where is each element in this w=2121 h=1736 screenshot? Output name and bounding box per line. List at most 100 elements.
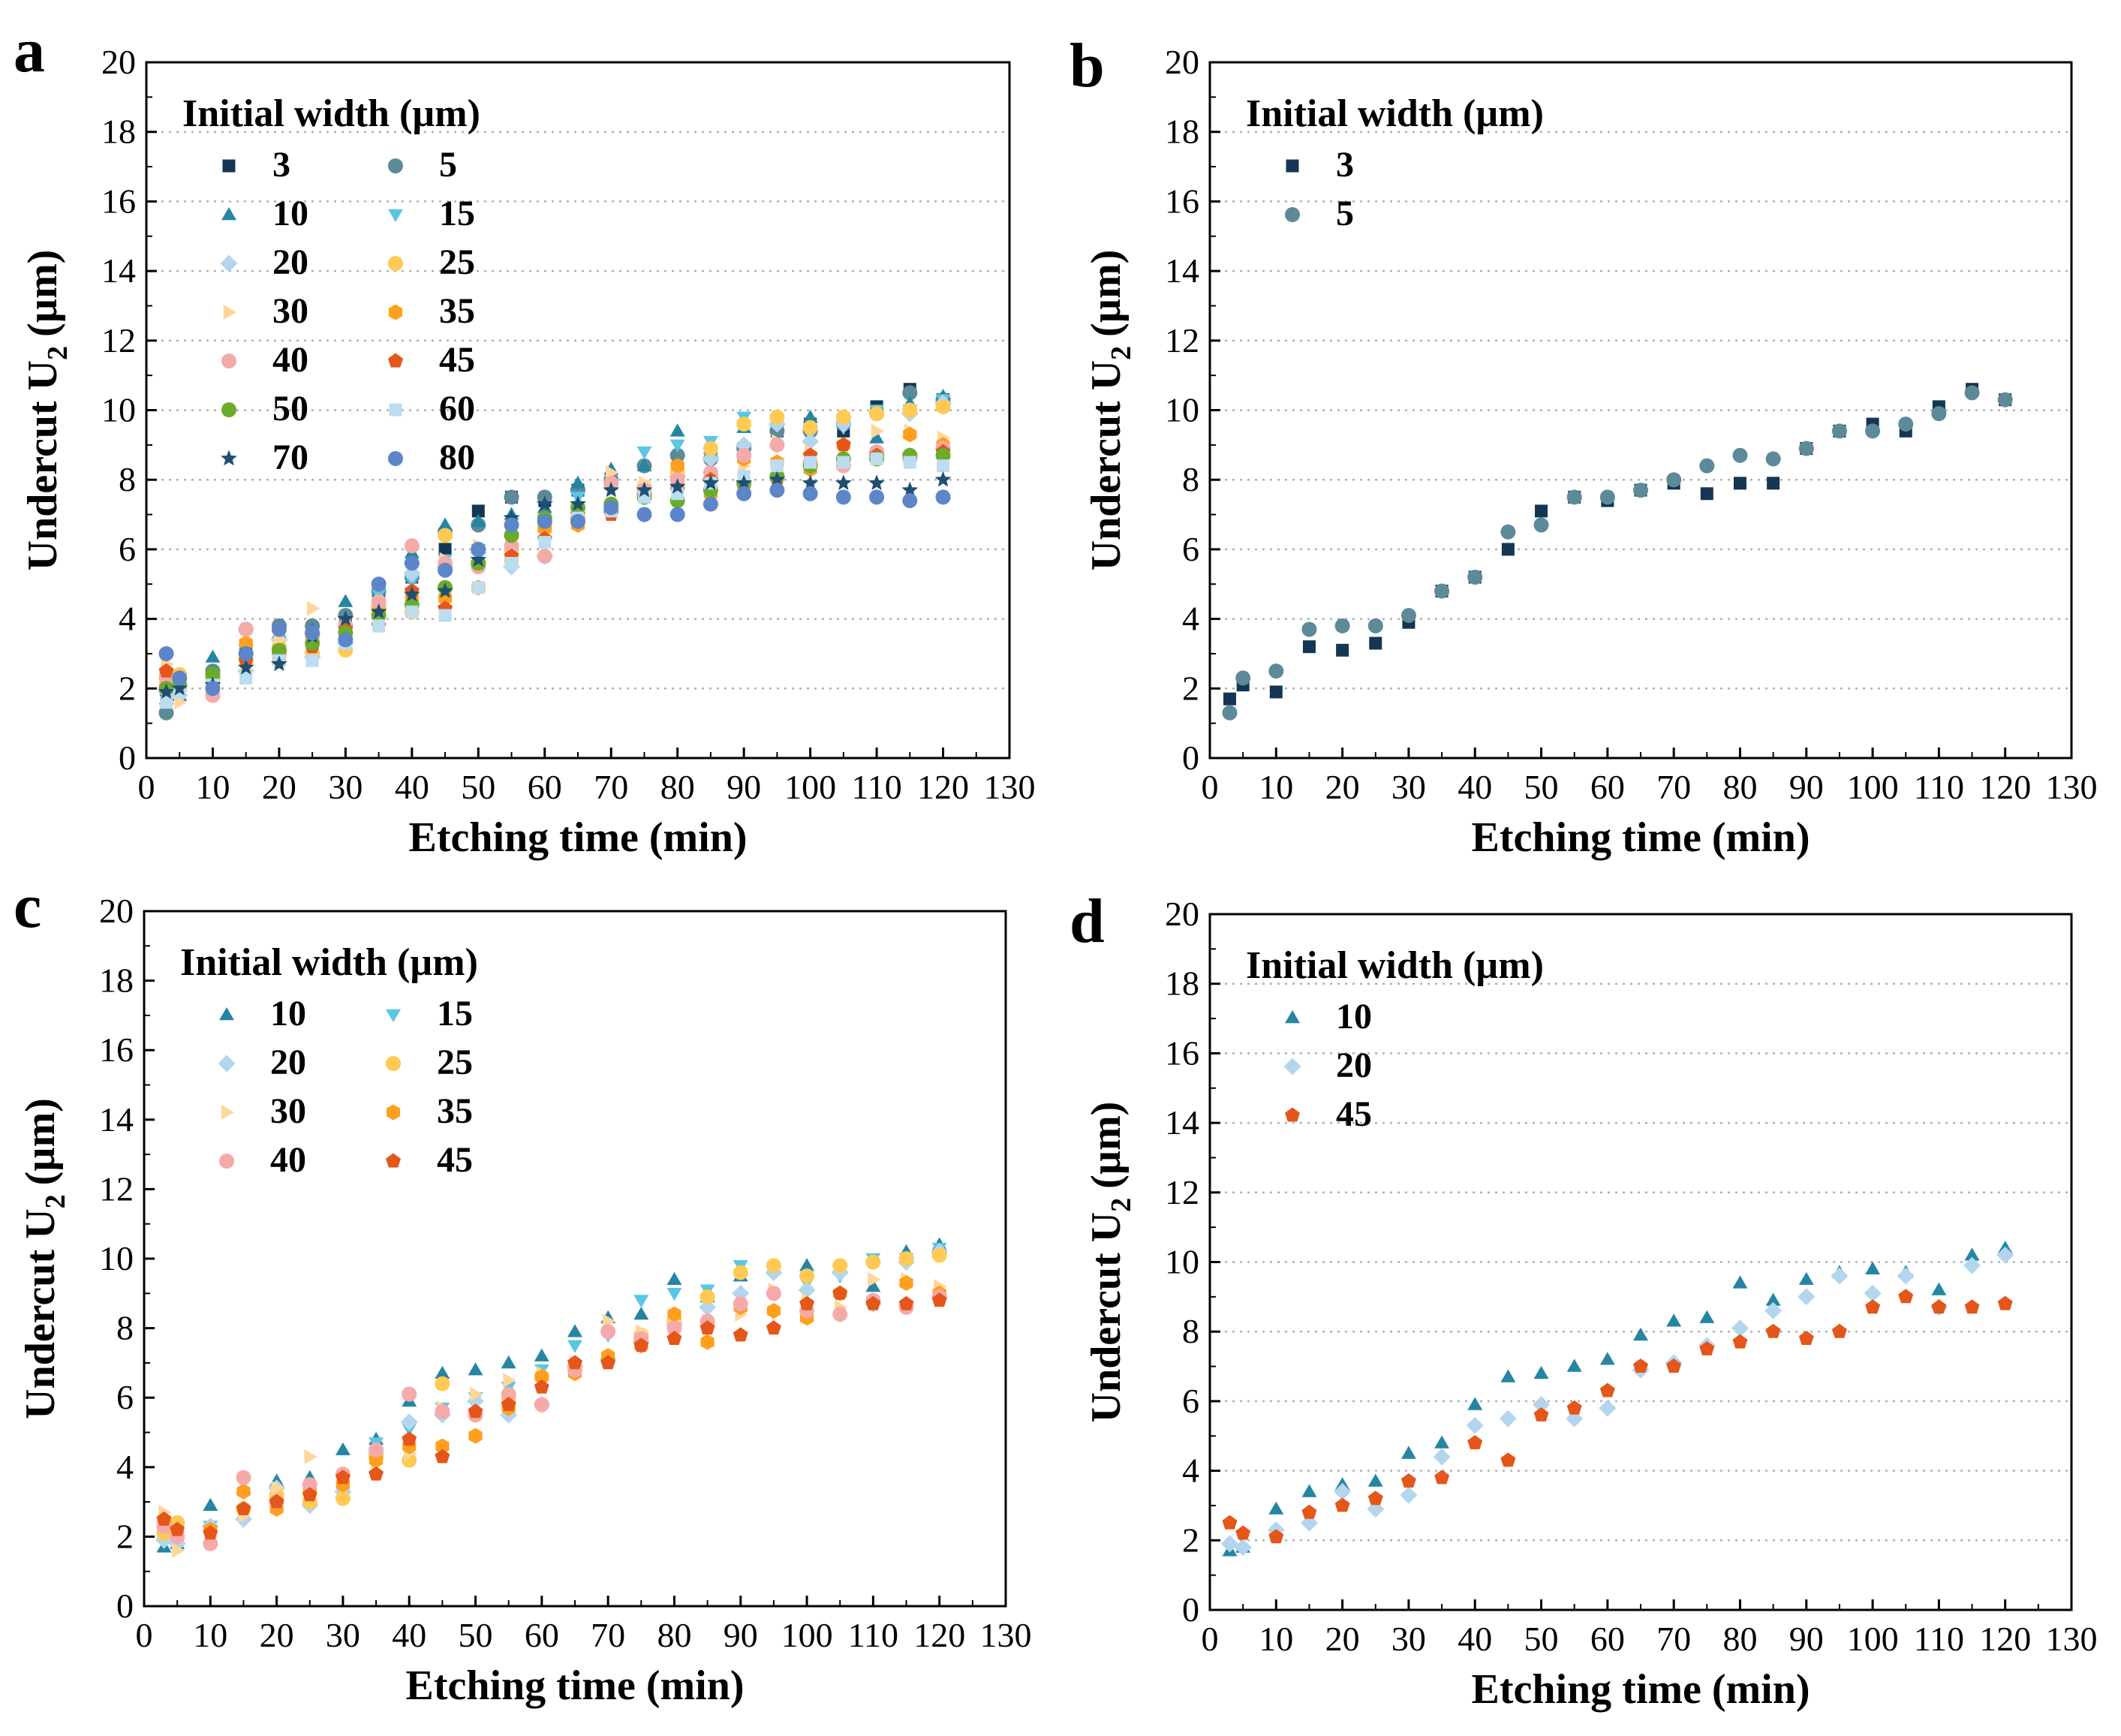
y-tick-label: 2 (1182, 1521, 1199, 1559)
x-tick-label: 10 (193, 1616, 227, 1654)
x-tick-label: 30 (1391, 768, 1426, 806)
data-point-w30 (306, 600, 320, 616)
data-point-w40 (666, 1320, 682, 1336)
data-point-w80 (205, 681, 221, 697)
panel-b: b 0 2 4 6 8 10 12 14 16 18 20 0 10 20 30 40 50 60 70 80 90 100… (1070, 31, 2098, 861)
panel-a: a 0 2 4 6 8 10 12 14 16 18 20 0 10 20 30 40 50 60 70 80 90 100… (14, 16, 1036, 861)
legend-marker-w80 (388, 451, 403, 466)
legend-marker-w20 (220, 254, 238, 272)
data-point-w10 (865, 1279, 881, 1292)
x-tick-label: 100 (781, 1616, 833, 1654)
x-tick-label: 60 (525, 1616, 559, 1654)
data-point-w60 (438, 609, 452, 622)
x-tick-label: 110 (1914, 1620, 1964, 1658)
legend-marker-w20 (218, 1055, 236, 1073)
y-axis-title-subscript: 2 (1106, 1198, 1137, 1212)
data-point-w50 (271, 642, 287, 658)
data-point-w25 (869, 406, 885, 422)
data-points (1221, 1241, 2014, 1557)
panel-letter-d: d (1070, 886, 1105, 956)
data-point-w45 (1334, 1497, 1350, 1512)
legend-label-w60: 60 (439, 389, 475, 429)
data-point-w70 (536, 495, 553, 511)
x-tick-label: 20 (1325, 768, 1360, 806)
data-point-w3 (1700, 487, 1713, 501)
data-point-w5 (1222, 705, 1238, 721)
data-point-w45 (170, 1521, 185, 1536)
data-point-w10 (438, 517, 453, 531)
data-point-w10 (666, 1271, 682, 1285)
panel-d: d 0 2 4 6 8 10 12 14 16 18 20 0 10 20 30 40 50 60 70 80 90 100… (1070, 886, 2098, 1713)
legend-label-w30: 30 (270, 1091, 306, 1131)
data-point-w80 (438, 562, 453, 578)
data-point-w70 (237, 659, 254, 675)
x-tick-label: 90 (1789, 768, 1824, 806)
data-point-w45 (1865, 1299, 1881, 1314)
data-point-w5 (1434, 583, 1450, 599)
y-tick-label: 12 (1165, 321, 1199, 360)
data-point-w30 (470, 1386, 483, 1402)
data-point-w30 (503, 1373, 516, 1388)
data-point-w5 (1500, 524, 1516, 540)
data-point-w5 (1964, 385, 1980, 401)
y-axis-title-main: Undercut U (1083, 1212, 1130, 1423)
data-point-w45 (302, 1487, 317, 1502)
data-point-w20 (1400, 1486, 1418, 1504)
data-point-w25 (799, 1268, 815, 1284)
data-point-w35 (236, 1483, 251, 1500)
data-point-w45 (633, 1337, 649, 1352)
data-point-w5 (1467, 569, 1483, 585)
y-tick-label: 4 (1182, 600, 1199, 638)
data-point-w45 (1268, 1529, 1284, 1544)
data-point-w30 (871, 423, 885, 439)
data-point-w5 (504, 489, 519, 505)
data-point-w10 (501, 1355, 516, 1369)
legend-marker-w45 (1285, 1107, 1300, 1122)
y-tick-label: 10 (1165, 1243, 1199, 1281)
data-point-w10 (869, 430, 884, 444)
data-point-w25 (702, 441, 718, 456)
legend-marker-w5 (1285, 207, 1300, 222)
data-point-w70 (570, 495, 586, 511)
data-point-w45 (835, 437, 851, 452)
data-point-w45 (1467, 1435, 1483, 1449)
data-point-w10 (1268, 1501, 1284, 1515)
data-point-w40 (404, 538, 420, 554)
data-point-w5 (1235, 670, 1251, 686)
data-point-w45 (1964, 1299, 1980, 1314)
data-point-w50 (504, 528, 519, 543)
data-point-w45 (1235, 1525, 1251, 1540)
y-tick-label: 4 (1182, 1452, 1199, 1490)
data-point-w60 (372, 619, 386, 633)
y-tick-label: 14 (101, 251, 136, 290)
legend-marker-w25 (388, 256, 403, 271)
x-tick-label: 130 (984, 768, 1036, 806)
data-point-w40 (534, 1397, 549, 1413)
data-point-w50 (205, 666, 221, 682)
data-point-w10 (1699, 1310, 1715, 1323)
data-point-w60 (471, 581, 485, 594)
y-axis-title-unit: (µm) (20, 250, 66, 337)
x-tick-label: 110 (1914, 768, 1964, 806)
legend-marker-w10 (219, 1007, 234, 1021)
data-point-w5 (1666, 472, 1682, 488)
y-axis-title-main: Undercut U (17, 1208, 64, 1419)
x-tick-label: 120 (1979, 768, 2031, 806)
y-tick-label: 16 (1165, 182, 1199, 220)
data-point-w20 (1533, 1396, 1550, 1413)
data-point-w45 (699, 1320, 715, 1335)
x-tick-label: 70 (1656, 768, 1691, 806)
data-point-w10 (1599, 1352, 1615, 1365)
x-tick-label: 110 (848, 1616, 898, 1654)
y-tick-label: 12 (101, 321, 136, 360)
data-point-w60 (804, 456, 817, 469)
y-tick-label: 14 (1165, 1103, 1199, 1142)
data-point-w15 (669, 439, 685, 453)
y-tick-label: 16 (101, 182, 136, 220)
legend-marker-w3 (222, 159, 236, 173)
legend-marker-w30 (223, 305, 236, 320)
data-point-w35 (435, 1438, 450, 1455)
data-point-w35 (700, 1334, 715, 1350)
y-tick-label: 10 (1165, 391, 1199, 429)
